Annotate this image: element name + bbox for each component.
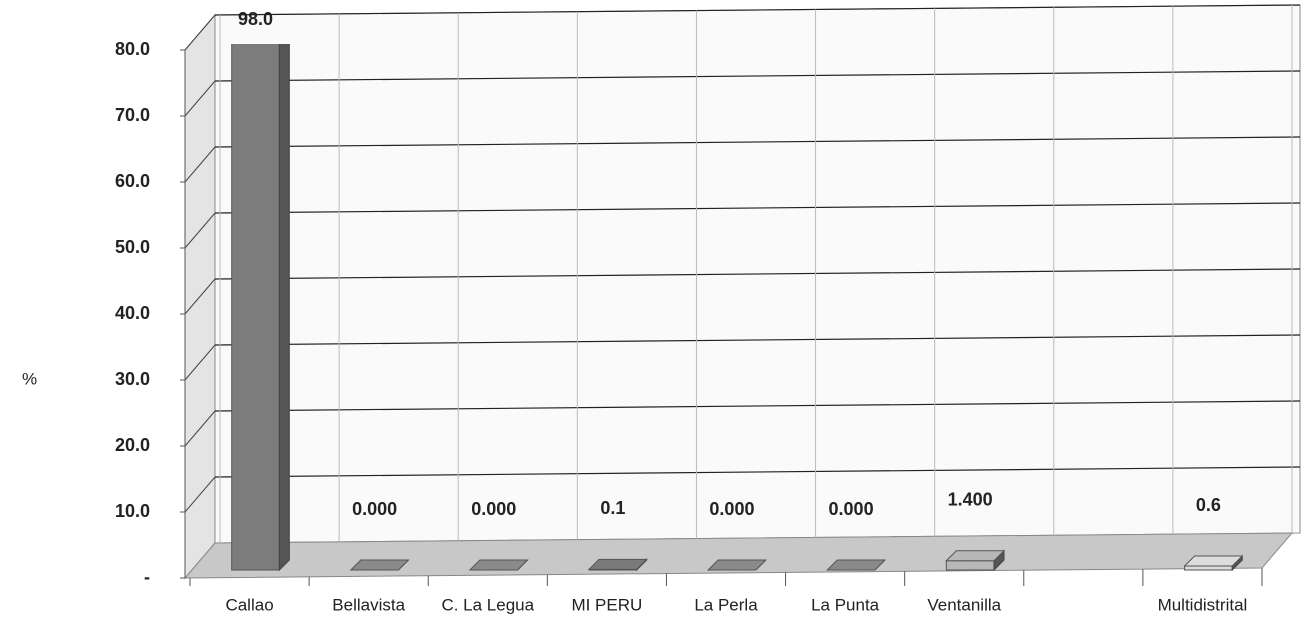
y-tick-label: 30.0 xyxy=(115,369,150,389)
x-tick-label: C. La Legua xyxy=(441,595,534,614)
bar xyxy=(706,559,767,571)
bar-top xyxy=(349,559,410,571)
bar-top xyxy=(1183,555,1244,567)
x-tick-label: MI PERU xyxy=(571,595,642,614)
x-tick-label: La Perla xyxy=(694,595,758,614)
grid-line xyxy=(184,14,216,51)
y-axis-label: % xyxy=(22,369,37,388)
grid-line xyxy=(184,212,216,249)
bar xyxy=(1183,554,1244,572)
x-tick-label: Multidistrital xyxy=(1158,595,1248,614)
value-label: 98.0 xyxy=(238,9,273,29)
bar-top xyxy=(468,559,529,571)
grid-line xyxy=(184,344,216,381)
x-tick-label: Callao xyxy=(225,595,273,614)
grid-line xyxy=(214,400,1301,412)
bar-front xyxy=(1184,565,1233,571)
grid-line xyxy=(184,410,216,447)
grid-line xyxy=(184,146,216,183)
bar xyxy=(231,44,290,572)
y-tick-label: 50.0 xyxy=(115,237,150,257)
grid-line xyxy=(214,136,1301,148)
grid-line xyxy=(214,268,1301,280)
value-label: 0.000 xyxy=(471,499,516,519)
bar xyxy=(587,558,648,572)
grid-line xyxy=(214,202,1301,214)
bar xyxy=(349,559,410,571)
y-tick-label: 20.0 xyxy=(115,435,150,455)
x-tick-label: Ventanilla xyxy=(927,595,1001,614)
grid-line xyxy=(214,70,1301,82)
x-tick-label: Bellavista xyxy=(332,595,405,614)
bar-top xyxy=(706,559,767,571)
bar xyxy=(468,559,529,571)
grid-line xyxy=(184,278,216,315)
bar-side xyxy=(278,44,290,572)
y-tick-label: 70.0 xyxy=(115,105,150,125)
grid-line xyxy=(214,466,1301,478)
y-tick-label: 60.0 xyxy=(115,171,150,191)
bar-front xyxy=(945,560,995,571)
x-tick-label: La Punta xyxy=(811,595,880,614)
value-label: 0.000 xyxy=(352,499,397,519)
y-tick-label: 10.0 xyxy=(115,501,150,521)
y-tick-label: 80.0 xyxy=(115,39,150,59)
value-label: 0.1 xyxy=(600,498,625,518)
y-tick-label: 40.0 xyxy=(115,303,150,323)
bar xyxy=(945,549,1006,572)
value-label: 1.400 xyxy=(948,490,993,510)
grid-line xyxy=(184,476,216,513)
bar-front xyxy=(231,44,280,571)
value-label: 0.000 xyxy=(709,499,754,519)
bar xyxy=(826,559,887,571)
grid-line xyxy=(184,80,216,117)
value-label: 0.6 xyxy=(1196,495,1221,515)
y-tick-label: - xyxy=(144,567,150,587)
bar-top xyxy=(826,559,887,571)
value-label: 0.000 xyxy=(829,499,874,519)
grid-line xyxy=(214,334,1301,346)
grid-line xyxy=(214,4,1301,16)
bar-top xyxy=(587,558,648,570)
bar-top xyxy=(945,550,1006,562)
